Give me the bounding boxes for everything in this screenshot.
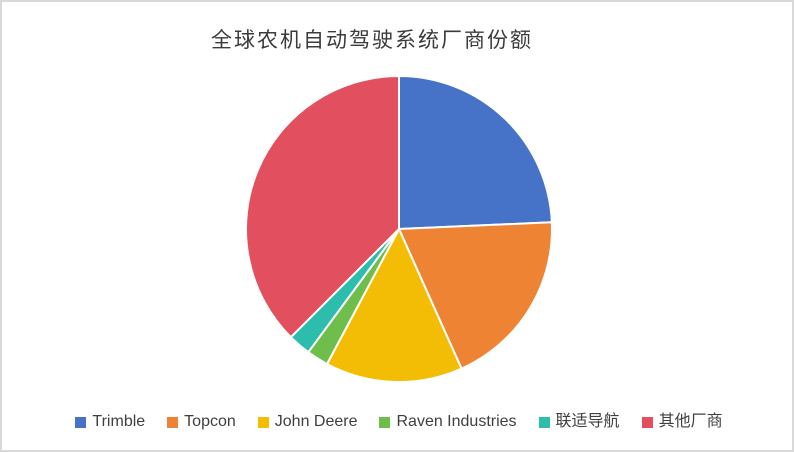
chart-legend: Trimble Topcon John Deere Raven Industri… <box>2 409 792 435</box>
legend-label: Raven Industries <box>396 413 517 430</box>
chart-title: 全球农机自动驾驶系统厂商份额 <box>211 28 533 52</box>
legend-label: 其他厂商 <box>658 413 723 430</box>
pie-slice-topcon[interactable] <box>398 221 553 370</box>
legend-item-raven-industries[interactable]: Raven Industries <box>379 413 517 430</box>
legend-swatch-other-vendors-icon <box>641 416 653 428</box>
pie-slices <box>245 75 553 383</box>
legend-swatch-trimble-icon <box>75 416 87 428</box>
legend-item-topcon[interactable]: Topcon <box>167 414 236 430</box>
pie-slice-john-deere[interactable] <box>325 228 463 383</box>
legend-swatch-lianshi-daohang-icon <box>538 416 550 428</box>
legend-label: Trimble <box>92 413 146 430</box>
legend-label: John Deere <box>274 413 358 430</box>
pie-slice-其他厂商[interactable] <box>245 75 400 339</box>
pie-slice-trimble[interactable] <box>398 75 553 230</box>
legend-label: 联适导航 <box>555 413 620 430</box>
legend-swatch-topcon-icon <box>167 416 179 428</box>
legend-item-john-deere[interactable]: John Deere <box>257 413 358 430</box>
legend-item-lianshi-daohang[interactable]: 联适导航 <box>538 413 620 430</box>
legend-item-trimble[interactable]: Trimble <box>75 414 145 430</box>
legend-item-other-vendors[interactable]: 其他厂商 <box>641 413 723 430</box>
legend-swatch-raven-industries-icon <box>379 416 391 428</box>
legend-label: Topcon <box>184 413 236 430</box>
legend-swatch-john-deere-icon <box>257 416 269 428</box>
